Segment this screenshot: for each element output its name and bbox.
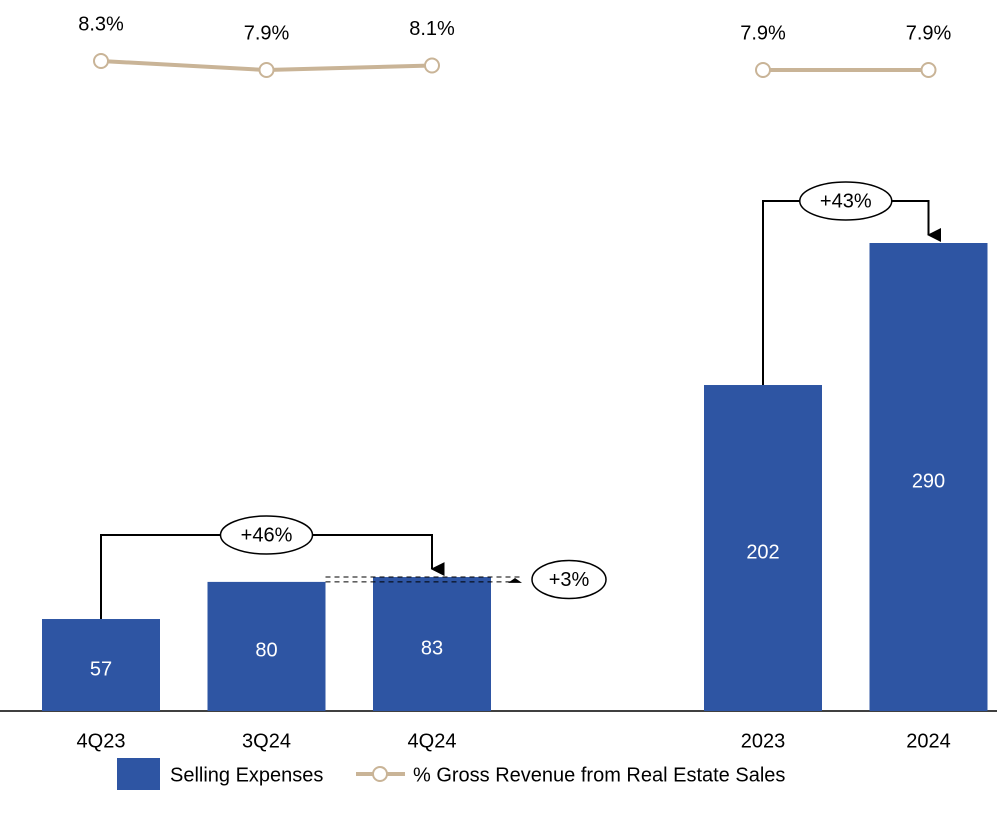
legend-label: Selling Expenses xyxy=(170,764,323,786)
x-tick-label: 4Q23 xyxy=(77,730,126,752)
line-marker xyxy=(93,53,109,69)
line-value-label: 7.9% xyxy=(244,22,290,44)
annotation-text: +3% xyxy=(549,569,590,591)
bar xyxy=(869,243,988,711)
annotation-oval xyxy=(531,559,607,600)
line-value-label: 7.9% xyxy=(906,22,952,44)
bar xyxy=(373,577,491,711)
bar xyxy=(207,581,326,711)
legend-swatch xyxy=(117,758,160,790)
bar-value-label: 83 xyxy=(421,637,443,659)
bar xyxy=(704,385,822,711)
annotation-text: +46% xyxy=(241,524,293,546)
line-marker xyxy=(424,57,440,74)
line-marker xyxy=(258,62,275,78)
bar-value-label: 290 xyxy=(912,470,945,492)
bar-value-label: 80 xyxy=(255,640,277,662)
annotation-oval xyxy=(219,515,314,555)
line-value-label: 8.3% xyxy=(78,13,124,35)
bar-value-label: 202 xyxy=(746,541,779,563)
annotation-text: +43% xyxy=(820,190,872,212)
line-value-label: 8.1% xyxy=(409,18,455,40)
legend-label: % Gross Revenue from Real Estate Sales xyxy=(413,764,785,786)
bar xyxy=(42,619,160,711)
x-tick-label: 2024 xyxy=(906,730,951,752)
x-tick-label: 2023 xyxy=(741,730,786,752)
bar-value-label: 57 xyxy=(90,658,112,680)
legend-marker xyxy=(372,766,388,782)
line-marker xyxy=(920,62,937,78)
up-arrow xyxy=(508,578,522,583)
annotation-oval xyxy=(799,181,893,221)
x-tick-label: 3Q24 xyxy=(242,730,291,752)
line-value-label: 7.9% xyxy=(740,22,786,44)
x-tick-label: 4Q24 xyxy=(408,730,457,752)
line-marker xyxy=(755,62,771,78)
line xyxy=(100,59,929,73)
